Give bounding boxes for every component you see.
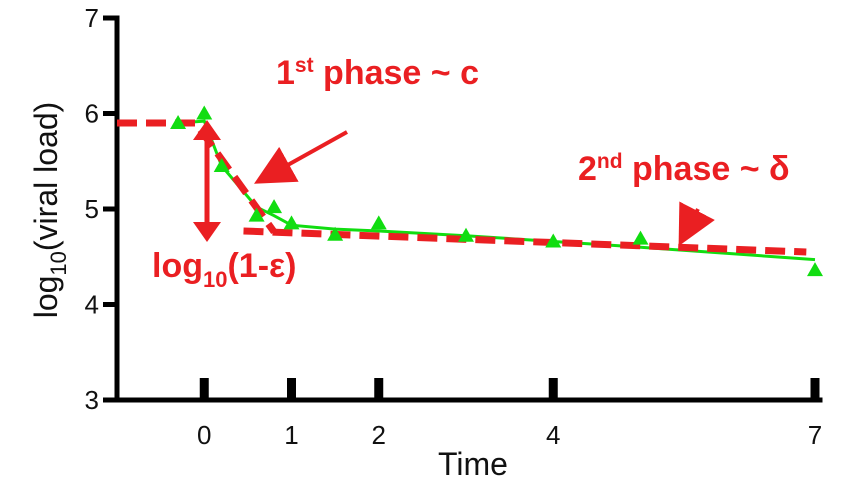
data-point [170, 115, 187, 130]
phase2-annotation: 2nd phase ~ δ [578, 150, 790, 188]
phase1-annotation: 1st phase ~ c [276, 54, 479, 92]
x-tick-label: 2 [372, 420, 386, 450]
y-axis-label: log10(viral load) [28, 102, 71, 319]
data-point [458, 227, 474, 242]
series-layer [117, 105, 823, 277]
x-axis-ticks [199, 378, 820, 400]
y-tick-label: 7 [85, 3, 99, 33]
x-axis-label: Time [438, 446, 508, 480]
data-fit-line [177, 119, 816, 262]
efficacy-annotation: log10(1-ε) [152, 247, 296, 292]
x-axis-tick-labels: 0 1 2 4 7 [197, 420, 822, 450]
x-tick-label: 0 [197, 420, 211, 450]
data-point [545, 233, 562, 248]
y-tick-label: 5 [85, 194, 99, 224]
phase1-arrow [254, 130, 348, 184]
y-tick-label: 3 [85, 385, 99, 415]
x-tick-label: 1 [284, 420, 298, 450]
data-point [370, 215, 387, 230]
y-tick-label: 4 [85, 290, 99, 320]
y-axis-tick-labels: 3 4 5 6 7 [85, 3, 99, 415]
x-tick-label: 7 [808, 420, 822, 450]
data-point [632, 230, 649, 245]
data-point [196, 105, 213, 120]
data-point [213, 158, 230, 173]
y-axis-ticks [103, 15, 117, 403]
data-point [327, 226, 344, 241]
data-point [266, 199, 283, 214]
data-point [283, 215, 300, 230]
x-tick-label: 4 [546, 420, 560, 450]
model-phase2-line [243, 227, 807, 256]
data-point [248, 207, 265, 222]
efficacy-double-arrow [193, 120, 221, 242]
phase2-arrow [678, 201, 715, 247]
y-tick-label: 6 [85, 99, 99, 129]
data-point [807, 262, 823, 277]
